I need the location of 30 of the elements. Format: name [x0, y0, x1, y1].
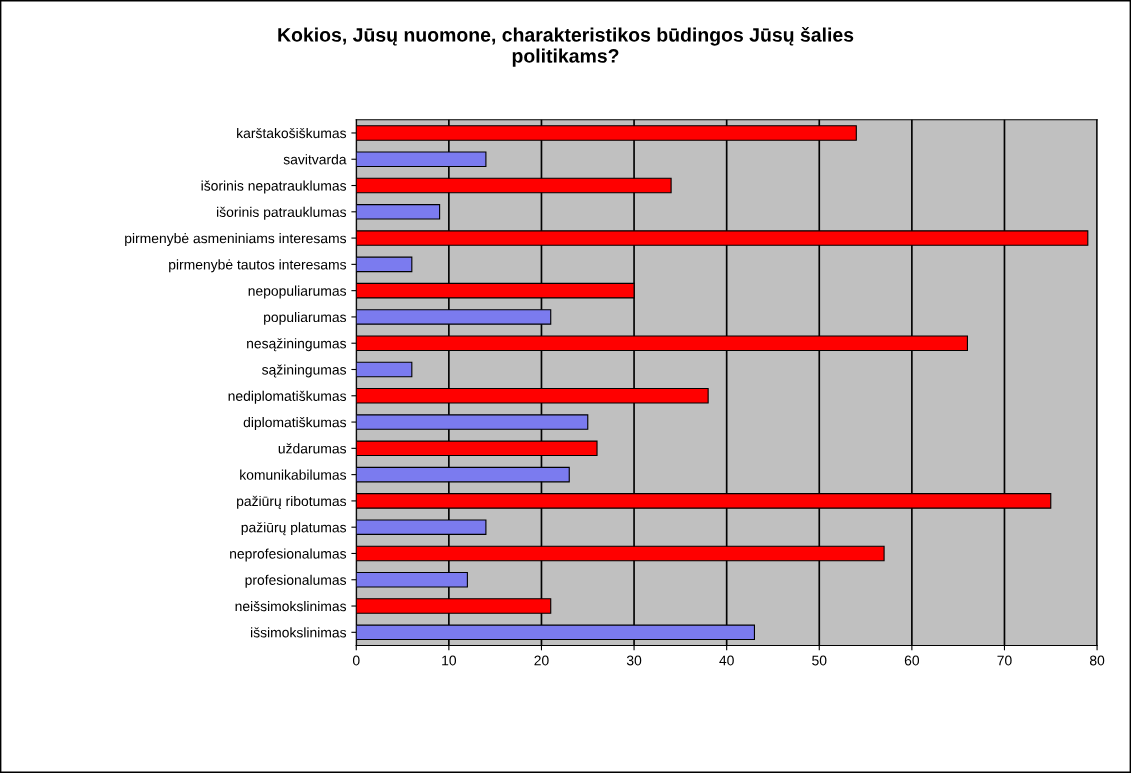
y-tick-label: nediplomatiškumas [228, 390, 347, 404]
y-tick-label: nesąžiningumas [247, 338, 347, 352]
y-tick-label: pirmenybė tautos interesams [169, 259, 347, 273]
y-tick-label: pažiūrų platumas [241, 522, 347, 536]
y-tick-label: sąžiningumas [262, 364, 347, 378]
y-tick-label: neprofesionalumas [230, 548, 347, 562]
x-tick-label: 60 [904, 655, 920, 666]
x-tick-label: 50 [812, 655, 827, 666]
x-tick-label: 0 [352, 655, 360, 666]
y-tick-label: nepopuliarumas [248, 285, 347, 299]
y-tick-label: pažiūrų ribotumas [237, 495, 347, 509]
y-tick-label: išorinis patrauklumas [217, 206, 347, 220]
y-tick-label: populiarumas [264, 311, 347, 325]
y-tick-label: komunikabilumas [240, 469, 347, 480]
y-tick-label: išsimokslinimas [251, 627, 347, 638]
x-tick-label: 40 [719, 655, 734, 666]
x-tick-label: 30 [626, 655, 642, 666]
x-tick-label: 20 [534, 655, 549, 666]
y-tick-label: diplomatiškumas [243, 417, 347, 430]
y-tick-label: išorinis nepatrauklumas [201, 180, 347, 194]
x-tick-label: 10 [442, 655, 457, 666]
y-tick-label: profesionalumas [245, 574, 347, 588]
x-tick-label: 70 [997, 655, 1012, 666]
y-tick-label: karštakošiškumas [237, 127, 347, 139]
x-tick-label: 80 [1089, 655, 1105, 666]
y-tick-label: uždarumas [278, 443, 347, 454]
y-tick-label: neišsimokslinimas [235, 600, 347, 612]
y-tick-label: savitvarda [283, 154, 347, 165]
y-tick-label: pirmenybė asmeniniams interesams [125, 233, 347, 246]
chart-title: Kokios, Jūsų nuomone, charakteristikos būdingos Jūsų šalies politikams? [278, 27, 854, 67]
